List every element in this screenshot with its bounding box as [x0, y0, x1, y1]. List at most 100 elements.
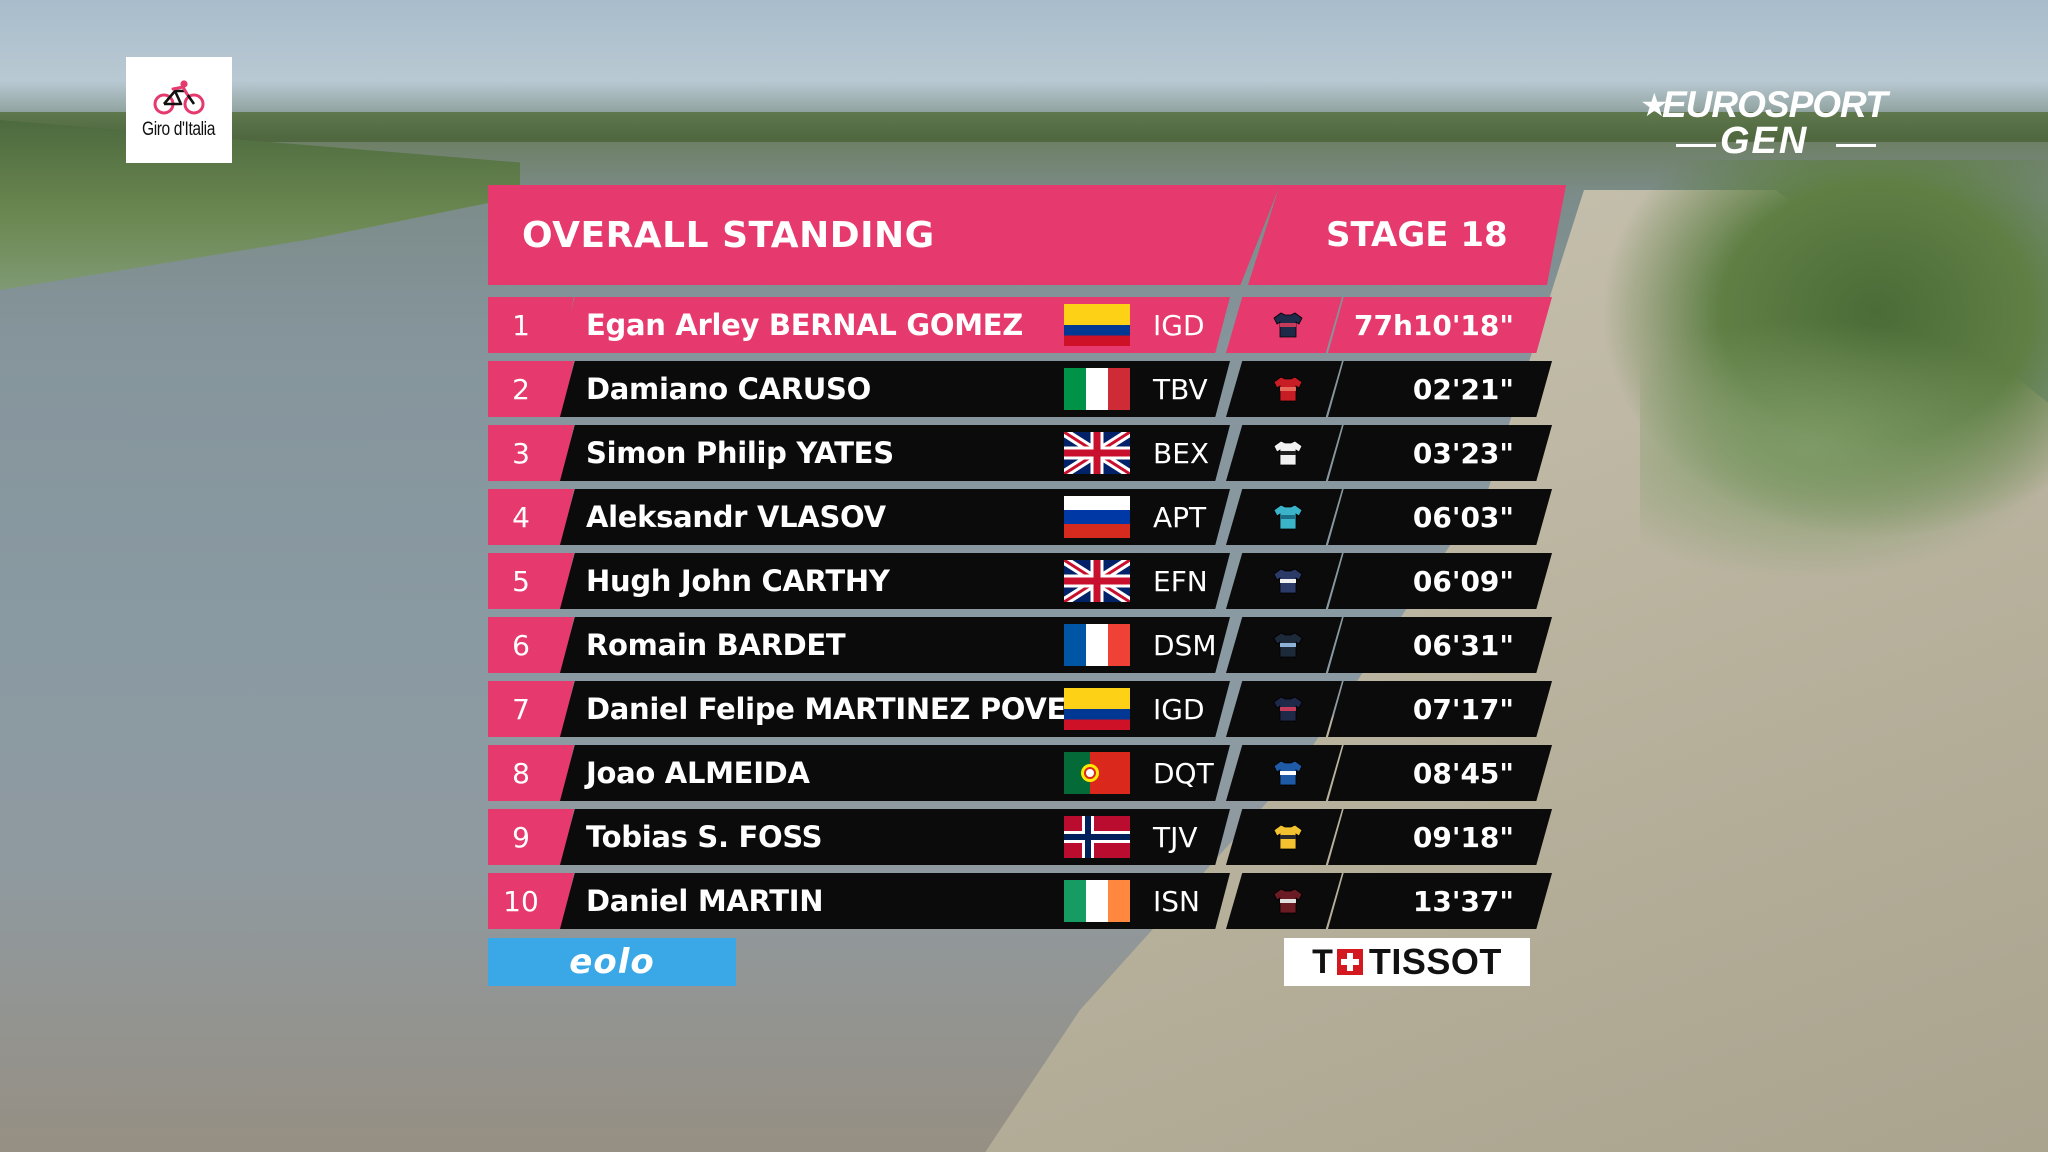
colombia-flag: [1064, 304, 1130, 346]
position-cell: 3: [488, 425, 574, 481]
left-river-bank: [0, 120, 520, 290]
position-cell: 10: [488, 873, 574, 929]
tissot-sponsor-logo: T TISSOT: [1284, 938, 1530, 986]
team-code: TJV: [1153, 821, 1198, 854]
time-cell: [1328, 617, 1552, 673]
rider-name: Daniel Felipe MARTINEZ POVEDA: [586, 692, 1112, 726]
broadcaster-line1: EUROSPORT: [1662, 84, 1888, 125]
ireland-flag: [1064, 880, 1130, 922]
logo-bar-left: [1676, 144, 1716, 147]
giro-logo: Giro d'Italia: [126, 57, 232, 163]
team-code: BEX: [1153, 437, 1210, 470]
position-number: 5: [512, 565, 530, 598]
time-cell: [1328, 745, 1552, 801]
right-grass: [1640, 320, 2048, 580]
position-cell: 6: [488, 617, 574, 673]
uk-flag: [1064, 560, 1130, 602]
gap-time: 09'18": [1412, 821, 1514, 854]
team-code: EFN: [1153, 565, 1208, 598]
position-number: 9: [512, 821, 530, 854]
position-cell: 7: [488, 681, 574, 737]
red-jersey-icon: [1272, 375, 1304, 403]
gap-time: 77h10'18": [1354, 309, 1514, 342]
portugal-flag: [1064, 752, 1130, 794]
tissot-wordmark: TISSOT: [1368, 941, 1502, 982]
time-cell: [1328, 681, 1552, 737]
team-code: IGD: [1153, 693, 1205, 726]
standing-title: OVERALL STANDING: [522, 215, 935, 256]
team-code: DSM: [1153, 629, 1217, 662]
time-cell: [1328, 361, 1552, 417]
position-cell: 5: [488, 553, 574, 609]
standing-header: OVERALL STANDING: [488, 185, 1280, 285]
table-row: 3 Simon Philip YATES BEX 03'23": [488, 425, 1552, 481]
eolo-sponsor-logo: eolo: [488, 938, 736, 986]
gap-time: 02'21": [1412, 373, 1514, 406]
position-number: 10: [503, 885, 539, 918]
gap-time: 08'45": [1412, 757, 1514, 790]
position-number: 8: [512, 757, 530, 790]
tissot-mark: T: [1312, 942, 1333, 981]
stage-label: STAGE 18: [1326, 215, 1508, 255]
rider-name: Aleksandr VLASOV: [586, 500, 886, 534]
france-flag: [1064, 624, 1130, 666]
gap-time: 07'17": [1412, 693, 1514, 726]
eurosport-gen-logo: ★ EUROSPORT GEN: [1640, 84, 1900, 164]
maroon-jersey-icon: [1272, 887, 1304, 915]
position-cell: 1: [488, 297, 574, 353]
italy-flag: [1064, 368, 1130, 410]
time-cell: [1328, 489, 1552, 545]
yellow-jersey-icon: [1272, 823, 1304, 851]
pink-blue-jersey-icon: [1272, 567, 1304, 595]
stage-header: STAGE 18: [1248, 185, 1566, 285]
time-cell: [1328, 553, 1552, 609]
time-cell: [1328, 297, 1552, 353]
rider-name: Daniel MARTIN: [586, 884, 824, 918]
team-code: ISN: [1153, 885, 1200, 918]
table-row: 10 Daniel MARTIN ISN 13'37": [488, 873, 1552, 929]
table-row: 4 Aleksandr VLASOV APT 06'03": [488, 489, 1552, 545]
gap-time: 06'31": [1412, 629, 1514, 662]
table-row: 5 Hugh John CARTHY EFN 06'09": [488, 553, 1552, 609]
dark-striped-jersey-icon: [1272, 631, 1304, 659]
uk-flag: [1064, 432, 1130, 474]
rider-name: Romain BARDET: [586, 628, 846, 662]
gap-time: 06'03": [1412, 501, 1514, 534]
table-row: 7 Daniel Felipe MARTINEZ POVEDA IGD 07'17": [488, 681, 1552, 737]
time-cell: [1328, 809, 1552, 865]
table-row: 6 Romain BARDET DSM 06'31": [488, 617, 1552, 673]
position-cell: 4: [488, 489, 574, 545]
star-icon: ★: [1640, 86, 1669, 124]
position-number: 4: [512, 501, 530, 534]
table-row: 8 Joao ALMEIDA DQT 08'45": [488, 745, 1552, 801]
table-row: 1 Egan Arley BERNAL GOMEZ IGD 77h10'18": [488, 297, 1552, 353]
tree-line: [0, 112, 2048, 142]
eolo-wordmark: eolo: [569, 942, 655, 982]
table-row: 9 Tobias S. FOSS TJV 09'18": [488, 809, 1552, 865]
teal-jersey-icon: [1272, 503, 1304, 531]
rider-name: Joao ALMEIDA: [586, 756, 810, 790]
rider-name: Egan Arley BERNAL GOMEZ: [586, 308, 1024, 342]
rider-name: Damiano CARUSO: [586, 372, 871, 406]
position-number: 1: [512, 309, 530, 342]
navy-jersey-icon: [1272, 311, 1304, 339]
norway-flag: [1064, 816, 1130, 858]
colombia-flag: [1064, 688, 1130, 730]
cyclist-icon: [153, 80, 205, 115]
position-cell: 8: [488, 745, 574, 801]
position-number: 3: [512, 437, 530, 470]
gap-time: 06'09": [1412, 565, 1514, 598]
team-code: TBV: [1153, 373, 1208, 406]
table-row: 2 Damiano CARUSO TBV 02'21": [488, 361, 1552, 417]
gap-time: 03'23": [1412, 437, 1514, 470]
team-code: DQT: [1153, 757, 1214, 790]
white-jersey-icon: [1272, 439, 1304, 467]
rider-name: Simon Philip YATES: [586, 436, 894, 470]
blue-jersey-icon: [1272, 759, 1304, 787]
position-number: 2: [512, 373, 530, 406]
team-code: APT: [1153, 501, 1207, 534]
broadcaster-line2: GEN: [1720, 120, 1809, 162]
rider-name: Tobias S. FOSS: [586, 820, 823, 854]
time-cell: [1328, 425, 1552, 481]
position-number: 7: [512, 693, 530, 726]
